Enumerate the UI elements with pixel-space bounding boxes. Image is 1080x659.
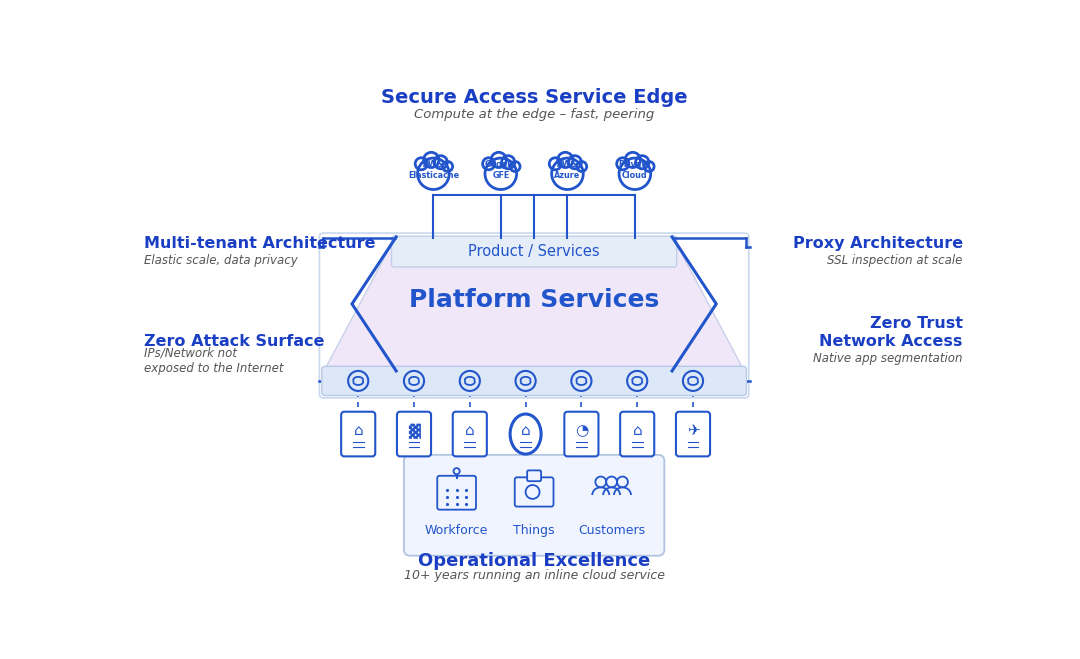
Text: ⌂: ⌂ bbox=[465, 424, 474, 438]
Circle shape bbox=[617, 158, 629, 170]
Circle shape bbox=[683, 371, 703, 391]
Circle shape bbox=[483, 158, 495, 170]
Circle shape bbox=[526, 485, 540, 499]
Text: Things: Things bbox=[513, 523, 555, 536]
Text: Workforce: Workforce bbox=[424, 523, 488, 536]
Text: ⌂: ⌂ bbox=[521, 424, 530, 438]
Text: Native app segmentation: Native app segmentation bbox=[813, 352, 962, 365]
Circle shape bbox=[443, 161, 453, 171]
Ellipse shape bbox=[549, 164, 586, 184]
Ellipse shape bbox=[568, 155, 581, 170]
Ellipse shape bbox=[510, 414, 541, 454]
FancyBboxPatch shape bbox=[565, 412, 598, 457]
Text: Zero Trust
Network Access: Zero Trust Network Access bbox=[820, 316, 962, 349]
Text: Customers: Customers bbox=[578, 523, 645, 536]
Circle shape bbox=[415, 158, 428, 170]
Ellipse shape bbox=[617, 156, 629, 171]
Text: AWS
Elasticache: AWS Elasticache bbox=[408, 160, 459, 180]
FancyBboxPatch shape bbox=[341, 412, 375, 457]
Ellipse shape bbox=[482, 164, 519, 184]
Ellipse shape bbox=[434, 155, 447, 170]
Ellipse shape bbox=[645, 161, 653, 172]
Text: ⌂: ⌂ bbox=[353, 424, 363, 438]
Text: ◔: ◔ bbox=[575, 424, 588, 438]
Circle shape bbox=[571, 371, 592, 391]
Circle shape bbox=[501, 156, 515, 169]
Ellipse shape bbox=[577, 161, 586, 172]
Circle shape bbox=[625, 152, 640, 167]
Ellipse shape bbox=[502, 155, 514, 170]
Circle shape bbox=[595, 476, 606, 488]
Circle shape bbox=[568, 156, 581, 169]
Circle shape bbox=[434, 156, 447, 169]
Ellipse shape bbox=[416, 156, 427, 171]
Circle shape bbox=[454, 468, 460, 474]
Circle shape bbox=[348, 371, 368, 391]
Circle shape bbox=[619, 158, 650, 190]
Ellipse shape bbox=[636, 155, 649, 170]
Text: AWS
Azure: AWS Azure bbox=[554, 160, 581, 180]
Circle shape bbox=[423, 152, 438, 167]
Text: Google
GFE: Google GFE bbox=[485, 160, 516, 180]
FancyBboxPatch shape bbox=[676, 412, 710, 457]
Circle shape bbox=[636, 156, 649, 169]
Circle shape bbox=[577, 161, 586, 171]
Polygon shape bbox=[325, 239, 743, 370]
Text: SSL inspection at scale: SSL inspection at scale bbox=[827, 254, 962, 268]
Text: ✈: ✈ bbox=[687, 424, 700, 438]
Text: ▓: ▓ bbox=[408, 423, 420, 439]
Circle shape bbox=[617, 476, 627, 488]
FancyBboxPatch shape bbox=[392, 236, 677, 267]
Ellipse shape bbox=[625, 151, 640, 169]
Text: Secure Access Service Edge: Secure Access Service Edge bbox=[381, 88, 688, 107]
Ellipse shape bbox=[415, 164, 453, 184]
Circle shape bbox=[460, 371, 480, 391]
Ellipse shape bbox=[510, 161, 519, 172]
FancyBboxPatch shape bbox=[404, 455, 664, 556]
Text: Product / Services: Product / Services bbox=[469, 244, 599, 259]
Circle shape bbox=[510, 161, 521, 171]
FancyBboxPatch shape bbox=[437, 476, 476, 509]
Circle shape bbox=[606, 476, 617, 488]
Circle shape bbox=[552, 158, 583, 190]
FancyBboxPatch shape bbox=[620, 412, 654, 457]
Ellipse shape bbox=[491, 151, 507, 169]
Circle shape bbox=[550, 158, 562, 170]
Text: Proxy Architecture: Proxy Architecture bbox=[793, 237, 962, 251]
FancyBboxPatch shape bbox=[527, 471, 541, 481]
Text: Multi-tenant Architecture: Multi-tenant Architecture bbox=[145, 237, 376, 251]
Circle shape bbox=[418, 158, 449, 190]
FancyBboxPatch shape bbox=[453, 412, 487, 457]
FancyBboxPatch shape bbox=[397, 412, 431, 457]
FancyBboxPatch shape bbox=[322, 366, 746, 395]
Text: Elastic scale, data privacy: Elastic scale, data privacy bbox=[145, 254, 298, 268]
Circle shape bbox=[404, 371, 424, 391]
Circle shape bbox=[644, 161, 654, 171]
Circle shape bbox=[557, 152, 573, 167]
Text: Compute at the edge – fast, peering: Compute at the edge – fast, peering bbox=[414, 108, 654, 121]
Text: Platform Services: Platform Services bbox=[409, 288, 659, 312]
Ellipse shape bbox=[423, 151, 438, 169]
Text: ⌂: ⌂ bbox=[633, 424, 642, 438]
Ellipse shape bbox=[558, 151, 572, 169]
Text: Zero Attack Surface: Zero Attack Surface bbox=[145, 334, 325, 349]
Ellipse shape bbox=[616, 164, 653, 184]
Text: IPs/Network not
exposed to the Internet: IPs/Network not exposed to the Internet bbox=[145, 347, 284, 375]
Ellipse shape bbox=[550, 156, 562, 171]
Text: Private
Cloud: Private Cloud bbox=[619, 160, 651, 180]
Circle shape bbox=[491, 152, 507, 167]
Circle shape bbox=[515, 371, 536, 391]
Ellipse shape bbox=[483, 156, 495, 171]
Text: Operational Excellence: Operational Excellence bbox=[418, 552, 650, 570]
Text: 10+ years running an inline cloud service: 10+ years running an inline cloud servic… bbox=[404, 569, 664, 583]
Circle shape bbox=[485, 158, 516, 190]
FancyBboxPatch shape bbox=[515, 477, 554, 507]
Ellipse shape bbox=[443, 161, 453, 172]
Circle shape bbox=[627, 371, 647, 391]
